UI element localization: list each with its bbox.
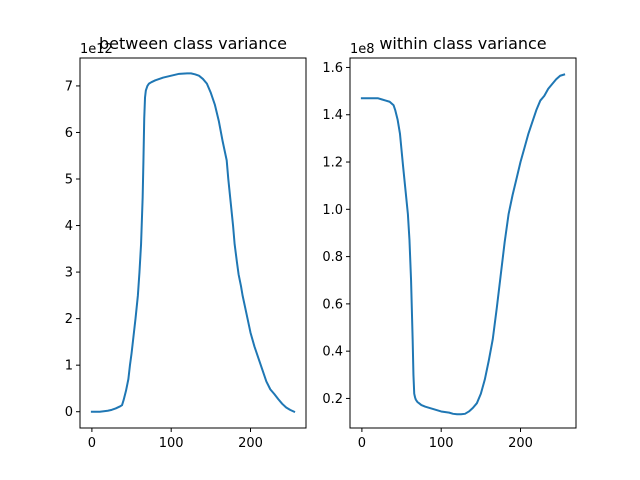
within-class-variance-x-tick-label: 100 bbox=[429, 436, 454, 451]
within-class-variance-series-line bbox=[360, 73, 566, 416]
within-class-variance-y-tick-label: 0.6 bbox=[322, 297, 343, 312]
between-class-variance-y-tick-label: 3 bbox=[65, 266, 73, 281]
between-class-variance-series-line bbox=[90, 72, 296, 414]
between-class-variance-y-tick-label: 2 bbox=[65, 312, 73, 327]
between-class-variance-x-tick-label: 200 bbox=[238, 436, 263, 451]
between-class-variance-y-tick-label: 4 bbox=[65, 219, 73, 234]
within-class-variance-x-tick-label: 0 bbox=[358, 436, 366, 451]
within-class-variance-title: within class variance bbox=[379, 34, 546, 53]
within-class-variance-offset-text: 1e8 bbox=[350, 42, 375, 57]
between-class-variance-y-tick-label: 6 bbox=[65, 126, 73, 141]
within-class-variance-panel: 0 100 200 0.2 0.4 0.6 0.8 1.0 1.2 1.4 1.6 1e8 within… bbox=[322, 34, 577, 451]
within-class-variance-y-tick-label: 1.0 bbox=[322, 203, 343, 218]
within-class-variance-y-tick-label: 1.4 bbox=[322, 108, 343, 123]
between-class-variance-y-tick-label: 1 bbox=[65, 359, 73, 374]
between-class-variance-y-tick-label: 7 bbox=[65, 79, 73, 94]
within-class-variance-x-tick-label: 200 bbox=[508, 436, 533, 451]
between-class-variance-offset-text: 1e12 bbox=[80, 42, 113, 57]
between-class-variance-axes-frame bbox=[79, 57, 307, 429]
within-class-variance-y-tick-label: 0.2 bbox=[322, 392, 343, 407]
between-class-variance-x-tick-label: 0 bbox=[88, 436, 96, 451]
within-class-variance-y-tick-label: 0.4 bbox=[322, 345, 343, 360]
within-class-variance-y-tick-label: 1.2 bbox=[322, 156, 343, 171]
between-class-variance-y-tick-label: 5 bbox=[65, 173, 73, 188]
between-class-variance-title: between class variance bbox=[99, 34, 287, 53]
between-class-variance-y-tick-label: 0 bbox=[65, 405, 73, 420]
within-class-variance-axes-frame bbox=[349, 57, 577, 429]
between-class-variance-x-tick-label: 100 bbox=[159, 436, 184, 451]
within-class-variance-y-tick-label: 1.6 bbox=[322, 61, 343, 76]
within-class-variance-y-tick-label: 0.8 bbox=[322, 250, 343, 265]
